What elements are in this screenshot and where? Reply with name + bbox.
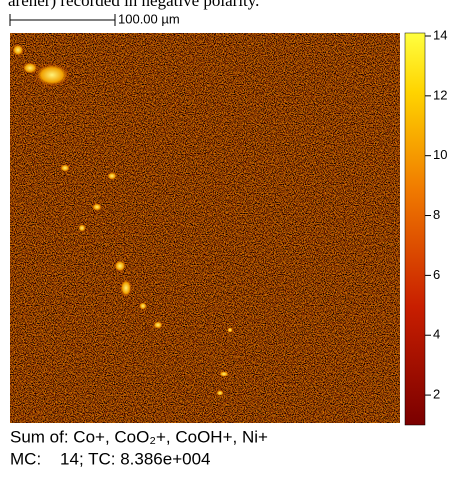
colorbar-tick-label: 4 — [433, 327, 440, 342]
ion-image — [10, 33, 400, 423]
footer-line: MC: 14; TC: 8.386e+004 — [10, 449, 211, 468]
colorbar-tick-label: 10 — [433, 147, 447, 162]
caption: arener) recorded in negative polarity. — [8, 0, 259, 10]
colorbar — [404, 32, 426, 426]
colorbar-tick-label: 2 — [433, 387, 440, 402]
scale-bar-label: 100.00 µm — [118, 11, 180, 26]
footer-line: Sum of: Co+, CoO₂+, CoOH+, Ni+ — [10, 427, 268, 446]
colorbar-tick-label: 12 — [433, 87, 447, 102]
colorbar-tick-label: 6 — [433, 267, 440, 282]
colorbar-tick-label: 8 — [433, 207, 440, 222]
colorbar-tick-label: 14 — [433, 27, 447, 42]
